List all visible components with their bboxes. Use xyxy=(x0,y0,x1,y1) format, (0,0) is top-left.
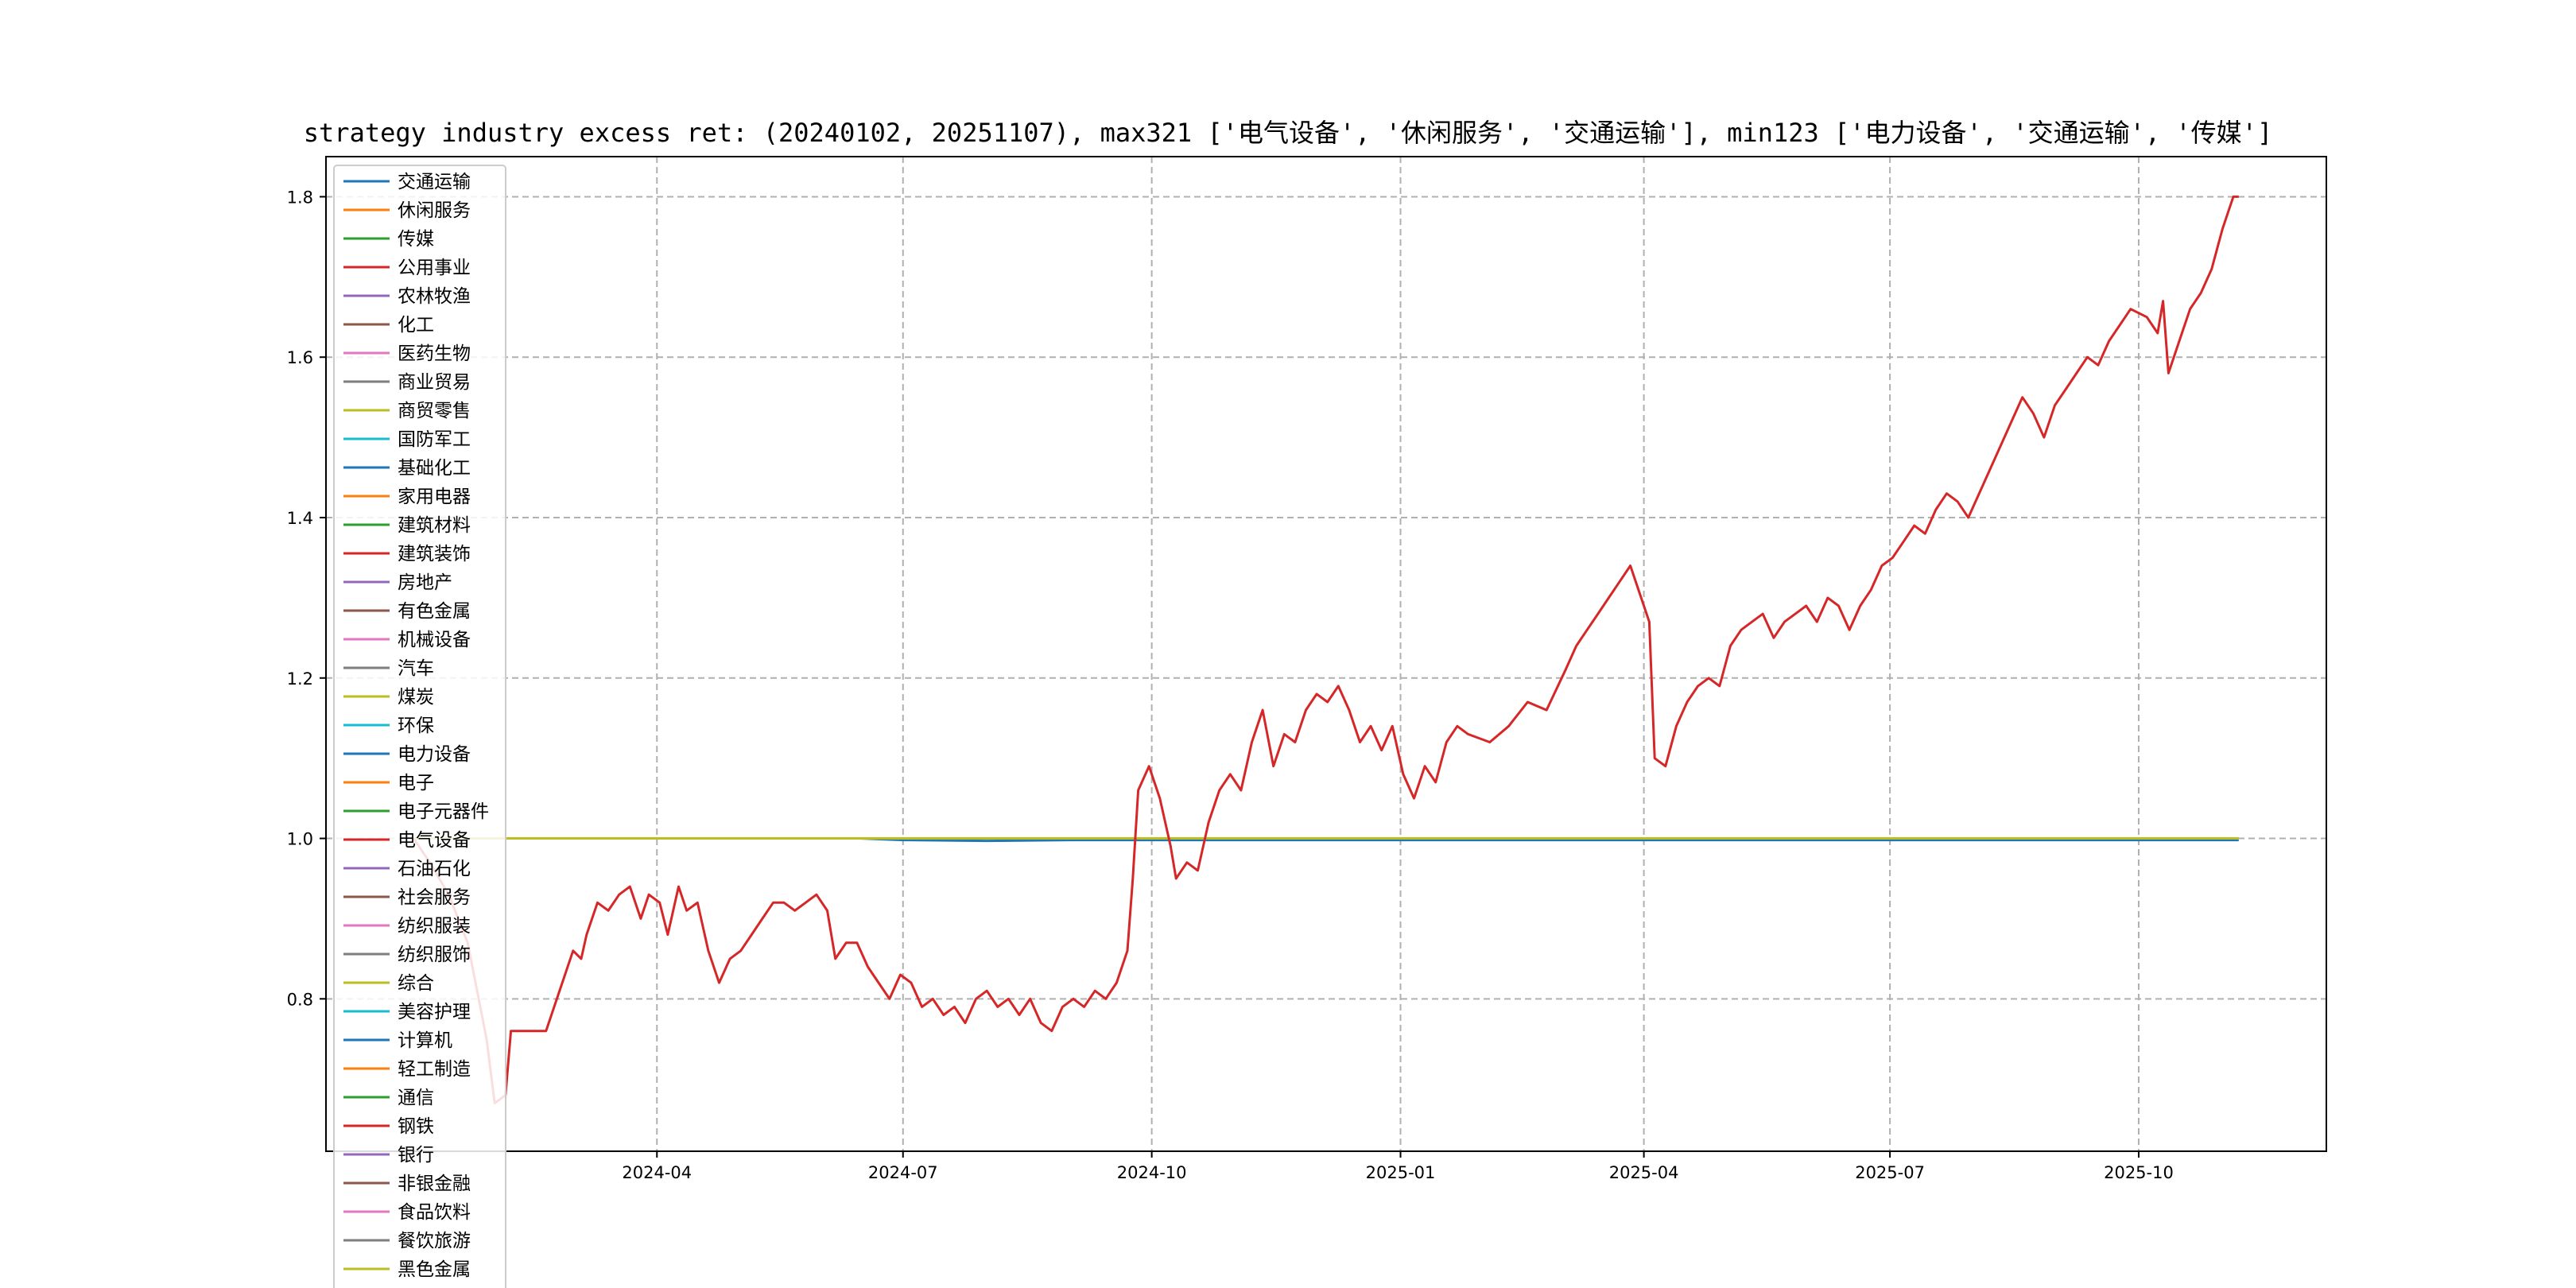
legend-label: 电子元器件 xyxy=(398,801,489,822)
legend-label: 传媒 xyxy=(398,229,434,250)
legend-label: 建筑材料 xyxy=(398,515,471,536)
y-tick-label: 1.6 xyxy=(287,348,313,367)
x-tick-label: 2024-07 xyxy=(868,1163,938,1182)
legend-label: 食品饮料 xyxy=(398,1202,471,1223)
legend-label: 休闲服务 xyxy=(398,200,471,221)
legend-label: 黑色金属 xyxy=(398,1259,471,1280)
legend-box xyxy=(333,165,506,1288)
legend-label: 综合 xyxy=(398,973,434,994)
legend-label: 钢铁 xyxy=(398,1116,434,1137)
y-tick-label: 0.8 xyxy=(287,990,313,1009)
legend: 交通运输休闲服务传媒公用事业农林牧渔化工医药生物商业贸易商贸零售国防军工基础化工… xyxy=(333,165,506,1288)
legend-label: 美容护理 xyxy=(398,1002,471,1022)
series-line-电气设备 xyxy=(412,195,2239,1104)
x-tick-label: 2024-04 xyxy=(622,1163,692,1182)
legend-label: 有色金属 xyxy=(398,601,471,622)
legend-label: 建筑装饰 xyxy=(398,544,471,564)
legend-label: 电子 xyxy=(398,773,434,793)
legend-label: 商业贸易 xyxy=(398,372,471,393)
legend-label: 轻工制造 xyxy=(398,1059,471,1080)
legend-label: 电力设备 xyxy=(398,744,471,765)
legend-label: 公用事业 xyxy=(398,258,471,278)
chart-title: strategy industry excess ret: (20240102,… xyxy=(304,118,2272,148)
legend-label: 机械设备 xyxy=(398,630,471,650)
legend-label: 医药生物 xyxy=(398,343,471,364)
legend-label: 汽车 xyxy=(398,658,434,679)
grid-lines xyxy=(326,157,2326,1151)
y-tick-label: 1.0 xyxy=(287,830,313,849)
legend-label: 餐饮旅游 xyxy=(398,1231,471,1251)
legend-label: 房地产 xyxy=(398,572,452,593)
legend-label: 石油石化 xyxy=(398,859,471,879)
legend-label: 银行 xyxy=(398,1145,434,1166)
legend-label: 纺织服饰 xyxy=(398,945,471,965)
plot-frame xyxy=(325,156,2327,1152)
y-tick-label: 1.4 xyxy=(287,509,313,528)
axis-ticks: 2024-04 2024-07 2024-10 2025-01 2025-04 2025-… xyxy=(287,188,2174,1182)
x-tick-label: 2025-07 xyxy=(1855,1163,1925,1182)
y-tick-label: 1.8 xyxy=(287,188,313,207)
legend-label: 纺织服装 xyxy=(398,916,471,937)
y-tick-label: 1.2 xyxy=(287,669,313,689)
legend-label: 基础化工 xyxy=(398,458,471,479)
legend-label: 家用电器 xyxy=(398,487,471,507)
x-tick-label: 2024-10 xyxy=(1117,1163,1187,1182)
legend-label: 环保 xyxy=(398,716,434,736)
legend-label: 计算机 xyxy=(398,1030,452,1051)
legend-label: 化工 xyxy=(398,315,434,336)
x-tick-label: 2025-10 xyxy=(2104,1163,2174,1182)
legend-label: 通信 xyxy=(398,1088,434,1108)
x-tick-label: 2025-01 xyxy=(1366,1163,1436,1182)
legend-label: 煤炭 xyxy=(398,687,434,708)
legend-label: 商贸零售 xyxy=(398,401,471,421)
legend-label: 社会服务 xyxy=(398,887,471,908)
series-lines xyxy=(412,195,2239,1104)
legend-label: 国防军工 xyxy=(398,429,471,450)
legend-label: 交通运输 xyxy=(398,172,471,192)
legend-label: 农林牧渔 xyxy=(398,286,471,307)
legend-label: 非银金融 xyxy=(398,1174,471,1194)
legend-label: 电气设备 xyxy=(398,830,471,851)
x-tick-label: 2025-04 xyxy=(1609,1163,1679,1182)
